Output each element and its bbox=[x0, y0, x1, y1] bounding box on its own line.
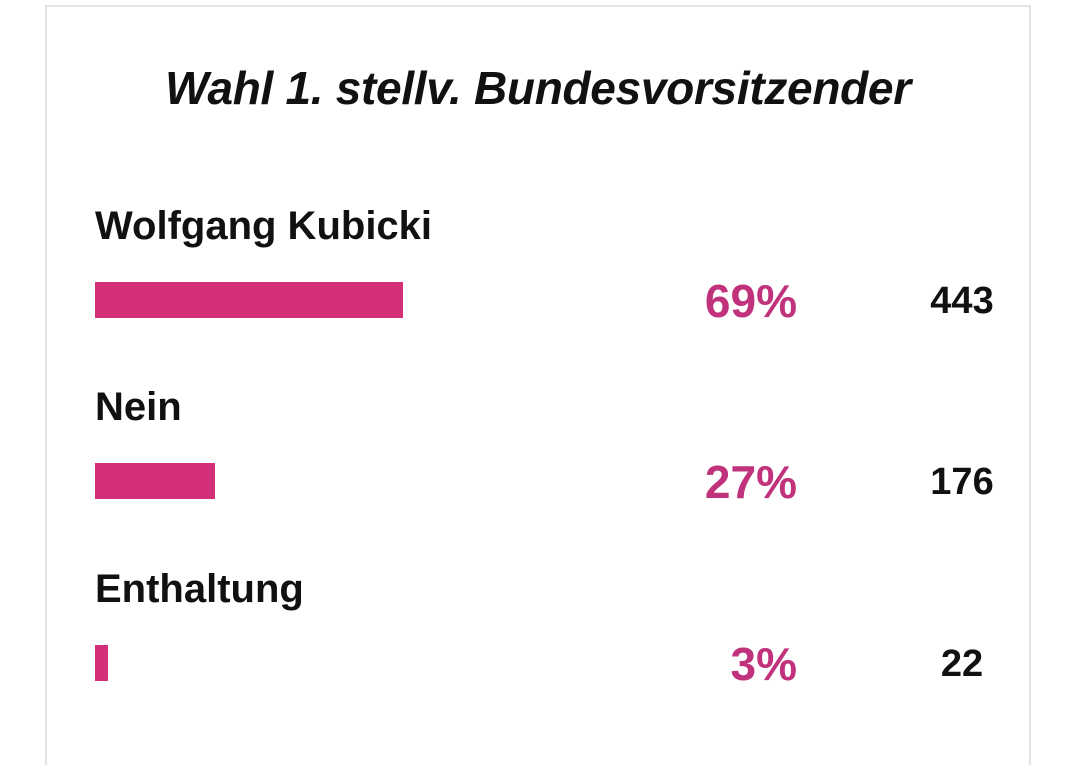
vote-count: 22 bbox=[940, 643, 984, 685]
percent-label: 3% bbox=[730, 638, 797, 690]
percent-label: 27% bbox=[704, 456, 797, 508]
category-label: Enthaltung bbox=[95, 567, 304, 611]
category-label: Nein bbox=[95, 385, 182, 429]
bar-track bbox=[95, 282, 541, 318]
result-row-enthaltung: Enthaltung 3% 22 bbox=[47, 567, 1029, 707]
bar bbox=[95, 463, 215, 499]
result-row-nein: Nein 27% 176 bbox=[47, 385, 1029, 525]
vote-count: 176 bbox=[930, 461, 994, 503]
bar-track bbox=[95, 463, 541, 499]
bar bbox=[95, 645, 108, 681]
category-label: Wolfgang Kubicki bbox=[95, 204, 433, 248]
percent-label: 69% bbox=[704, 275, 797, 327]
result-row-kubicki: Wolfgang Kubicki 69% 443 bbox=[47, 204, 1029, 344]
bar-track bbox=[95, 645, 541, 681]
vote-count: 443 bbox=[930, 280, 994, 322]
bar bbox=[95, 282, 403, 318]
chart-title: Wahl 1. stellv. Bundesvorsitzender bbox=[165, 62, 911, 114]
chart-card: Wahl 1. stellv. Bundesvorsitzender Wolfg… bbox=[45, 5, 1031, 765]
